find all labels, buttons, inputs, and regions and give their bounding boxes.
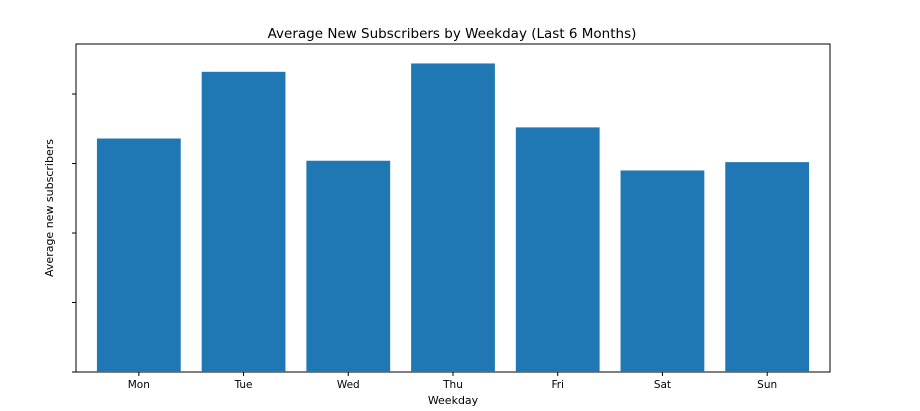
x-axis-label: Weekday: [428, 394, 479, 407]
x-tick-label-sun: Sun: [757, 379, 777, 391]
plot-area: Mon Tue Wed Thu Fri Sat Sun: [72, 43, 831, 391]
x-tick-label-sat: Sat: [654, 379, 671, 391]
bar-mon: [96, 138, 181, 372]
bar-fri: [515, 127, 600, 372]
x-tick-label-fri: Fri: [551, 379, 564, 391]
bar-tue: [201, 71, 286, 373]
y-axis-ticks: [72, 93, 76, 373]
bar-wed: [306, 160, 391, 372]
bars: [96, 63, 810, 373]
x-tick-label-thu: Thu: [442, 379, 463, 391]
y-axis-label: Average new subscribers: [43, 139, 56, 277]
x-axis-ticks: Mon Tue Wed Thu Fri Sat Sun: [128, 372, 777, 391]
x-tick-label-mon: Mon: [128, 379, 150, 391]
chart-title: Average New Subscribers by Weekday (Last…: [268, 26, 637, 42]
bar-thu: [411, 63, 495, 373]
x-tick-label-wed: Wed: [337, 379, 360, 391]
bar-sat: [620, 170, 705, 372]
x-tick-label-tue: Tue: [234, 379, 253, 391]
bar-sun: [725, 162, 810, 372]
